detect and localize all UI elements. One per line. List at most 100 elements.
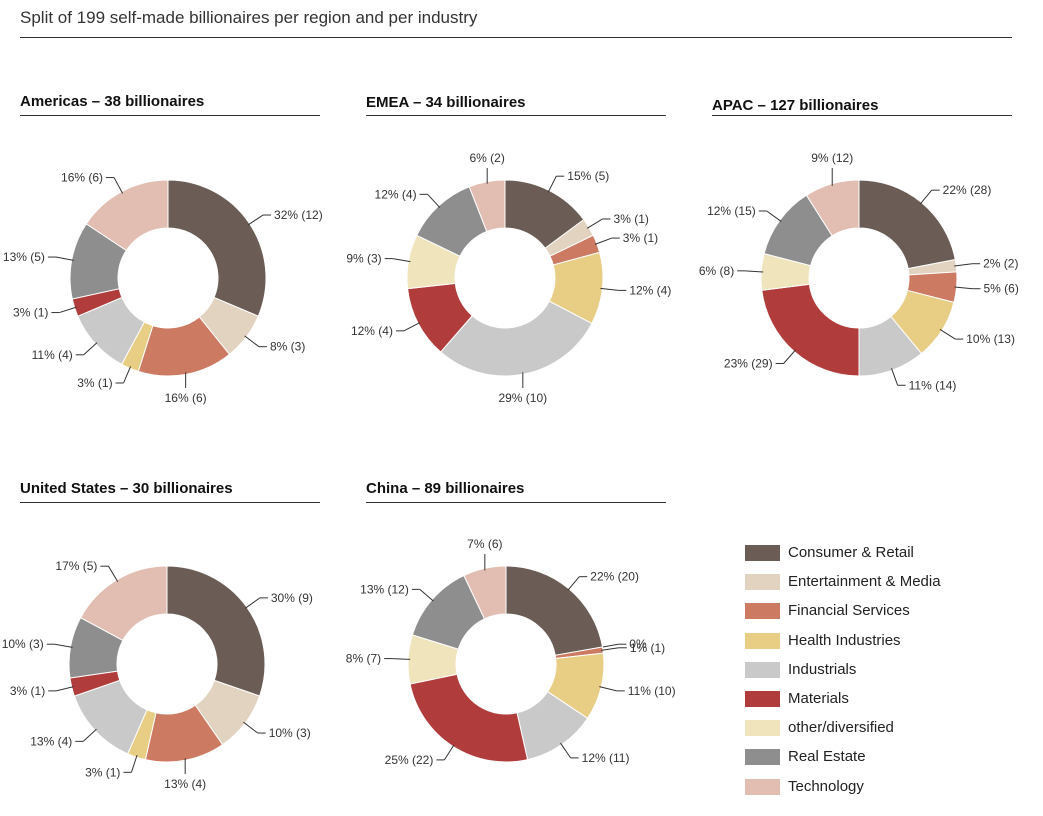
slice-label: 12% (4) — [375, 187, 417, 201]
slice-label: 5% (6) — [983, 282, 1018, 296]
page-title: Split of 199 self-made billionaires per … — [20, 8, 478, 27]
legend-swatch — [745, 574, 780, 591]
legend-label: Entertainment & Media — [788, 573, 941, 591]
legend-swatch — [745, 690, 780, 707]
leader-line — [130, 755, 138, 773]
leader-line — [56, 686, 74, 692]
slice-label: 13% (12) — [360, 582, 409, 596]
legend-swatch — [745, 661, 780, 678]
legend-swatch — [745, 545, 780, 561]
slice-label: 22% (20) — [590, 570, 639, 584]
slice-label: 9% (12) — [811, 151, 853, 165]
slice-label: 11% (10) — [628, 684, 676, 698]
legend-swatch — [745, 603, 780, 620]
leader-line — [243, 721, 259, 734]
leader-line — [560, 742, 572, 759]
leader-line — [547, 175, 557, 193]
legend-label: other/diversified — [788, 719, 894, 737]
slice-label: 8% (7) — [346, 652, 381, 666]
slice-technology — [805, 179, 860, 237]
slice-label: 11% (14) — [909, 378, 957, 392]
leader-line — [108, 565, 119, 582]
slice-label: 29% (10) — [498, 391, 547, 405]
leader-line — [745, 270, 764, 273]
slice-label: 3% (1) — [77, 376, 112, 390]
legend-swatch — [745, 778, 780, 795]
slice-label: 22% (28) — [943, 183, 992, 197]
slice-consumer-retail — [167, 179, 267, 317]
slice-technology — [468, 179, 506, 233]
slice-label: 7% (6) — [467, 537, 502, 551]
panel-title-china: China – 89 billionaires — [366, 480, 525, 497]
leader-line — [919, 189, 933, 205]
donut-chart: 22% (28) 2% (2) 5% (6) 10% (13) 11% (14) 23% … — [699, 151, 1019, 392]
leader-line — [247, 214, 264, 226]
leader-line — [443, 744, 455, 761]
legend-label: Health Industries — [788, 631, 901, 649]
leader-line — [244, 335, 260, 348]
legend-label: Financial Services — [788, 602, 910, 620]
slice-label: 3% (1) — [614, 212, 649, 226]
leader-line — [600, 643, 619, 648]
leader-line — [600, 647, 619, 651]
leader-line — [954, 263, 973, 267]
slice-materials — [761, 283, 860, 377]
slice-label: 17% (5) — [55, 559, 97, 573]
slice-label: 3% (1) — [13, 306, 48, 320]
slice-label: 11% (4) — [32, 348, 73, 362]
slice-consumer-retail — [166, 565, 266, 697]
slice-label: 32% (12) — [274, 208, 323, 222]
leader-line — [586, 218, 603, 229]
legend-swatch — [745, 749, 780, 766]
leader-line — [600, 287, 619, 291]
legend-swatch — [745, 632, 780, 649]
legend-label: Real Estate — [788, 748, 866, 766]
leader-line — [594, 237, 612, 245]
donut-chart: 30% (9) 10% (3) 13% (4) 3% (1) 13% (4) 3% (1)… — [2, 559, 313, 791]
slice-technology — [79, 565, 168, 642]
leader-line — [113, 177, 124, 194]
leader-line — [59, 306, 77, 314]
slice-label: 8% (3) — [270, 340, 305, 354]
legend-label: Technology — [788, 777, 864, 795]
slice-label: 15% (5) — [567, 169, 609, 183]
title-divider — [20, 37, 1012, 38]
slice-label: 30% (9) — [271, 591, 313, 605]
leader-line — [766, 210, 782, 222]
panel-title-americas: Americas – 38 billionaires — [20, 93, 205, 110]
leader-line — [244, 597, 261, 609]
slice-label: 13% (5) — [3, 250, 45, 264]
slice-label: 9% (3) — [346, 252, 381, 266]
leader-line — [54, 643, 73, 648]
slice-label: 12% (4) — [629, 283, 671, 297]
slice-label: 16% (6) — [165, 391, 207, 405]
leader-line — [403, 322, 421, 332]
slice-industrials — [440, 300, 593, 377]
leader-line — [392, 658, 411, 660]
slice-label: 12% (11) — [582, 751, 630, 765]
panel-rule-china — [366, 502, 666, 503]
slice-label: 12% (15) — [707, 204, 756, 218]
leader-line — [954, 286, 973, 290]
leader-line — [939, 329, 956, 340]
slice-label: 12% (4) — [351, 324, 393, 338]
panel-rule-united-states — [20, 502, 320, 503]
donut-chart: 32% (12) 8% (3) 16% (6) 3% (1) 11% (4) 3% (1)… — [3, 171, 323, 405]
slice-consumer-retail — [858, 179, 956, 270]
panel-rule-americas — [20, 115, 320, 116]
panel-rule-apac — [712, 115, 1012, 116]
panel-title-united-states: United States – 30 billionaires — [20, 480, 233, 497]
legend-label: Consumer & Retail — [788, 544, 914, 561]
leader-line — [392, 258, 411, 263]
panel-title-apac: APAC – 127 billionaires — [712, 97, 879, 114]
panel-rule-emea — [366, 115, 666, 116]
slice-label: 16% (6) — [61, 171, 103, 185]
legend-swatch — [745, 720, 780, 737]
leader-line — [567, 576, 580, 591]
slice-label: 6% (8) — [699, 264, 734, 278]
slice-label: 10% (13) — [966, 332, 1015, 346]
slice-label: 10% (3) — [2, 637, 44, 651]
legend-label: Materials — [788, 689, 849, 707]
donut-chart: 22% (20) 0%1% (1) 11% (10) 12% (11) 25% (22)… — [346, 537, 676, 767]
slice-label: 13% (4) — [30, 734, 72, 748]
